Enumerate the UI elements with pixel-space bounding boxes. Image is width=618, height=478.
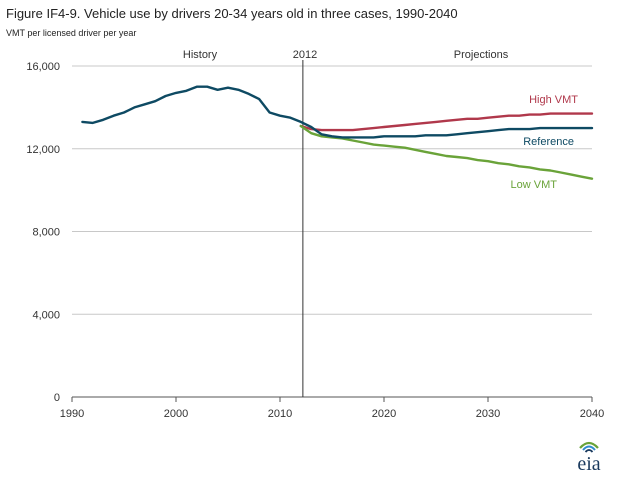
chart-title: Figure IF4-9. Vehicle use by drivers 20-… xyxy=(6,6,458,21)
eia-logo: eia xyxy=(577,441,601,474)
series-line-low xyxy=(299,124,594,180)
year-marker-label: 2012 xyxy=(293,49,317,61)
logo-arc-navy xyxy=(584,449,594,453)
x-tick-label: 2030 xyxy=(476,408,500,420)
logo-text: eia xyxy=(577,453,600,474)
series-label-high-vmt: High VMT xyxy=(529,94,578,106)
tick-labels: 0 4,000 8,000 12,000 16,000 1990 2000 2010 2020 2… xyxy=(26,61,604,420)
x-tick-label: 1990 xyxy=(60,408,84,420)
x-tick-label: 2010 xyxy=(268,408,292,420)
logo-arc-blue xyxy=(582,445,596,451)
x-tick-label: 2020 xyxy=(372,408,396,420)
series-label-reference: Reference xyxy=(523,136,574,148)
y-tick-label: 12,000 xyxy=(26,144,60,156)
series-lines xyxy=(81,85,594,180)
series-line-reference xyxy=(81,85,594,139)
y-tick-label: 8,000 xyxy=(32,227,60,239)
x-tick-label: 2040 xyxy=(580,408,604,420)
x-tick-label: 2000 xyxy=(164,408,188,420)
series-label-low-vmt: Low VMT xyxy=(511,179,558,191)
logo-arc-green xyxy=(579,441,599,449)
y-tick-label: 16,000 xyxy=(26,61,60,73)
history-annotation: History xyxy=(183,49,218,61)
series-line-high xyxy=(299,112,594,132)
gridlines xyxy=(72,65,592,315)
y-axis-unit-label: VMT per licensed driver per year xyxy=(6,28,137,38)
y-tick-label: 0 xyxy=(54,392,60,404)
axes xyxy=(71,60,593,402)
projections-annotation: Projections xyxy=(454,49,509,61)
y-tick-label: 4,000 xyxy=(32,309,60,321)
